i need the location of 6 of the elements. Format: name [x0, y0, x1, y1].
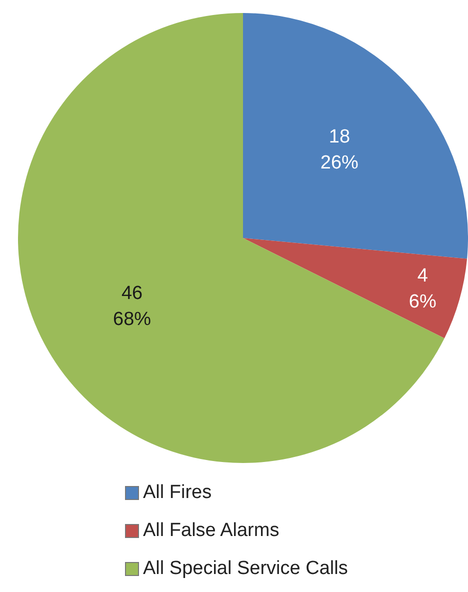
- legend-label: All Special Service Calls: [143, 558, 348, 580]
- legend-label: All Fires: [143, 482, 212, 504]
- legend-label: All False Alarms: [143, 520, 280, 542]
- data-label: 18 26%: [320, 126, 359, 174]
- data-label: 46 68%: [113, 282, 152, 330]
- data-label: 4 6%: [408, 265, 436, 312]
